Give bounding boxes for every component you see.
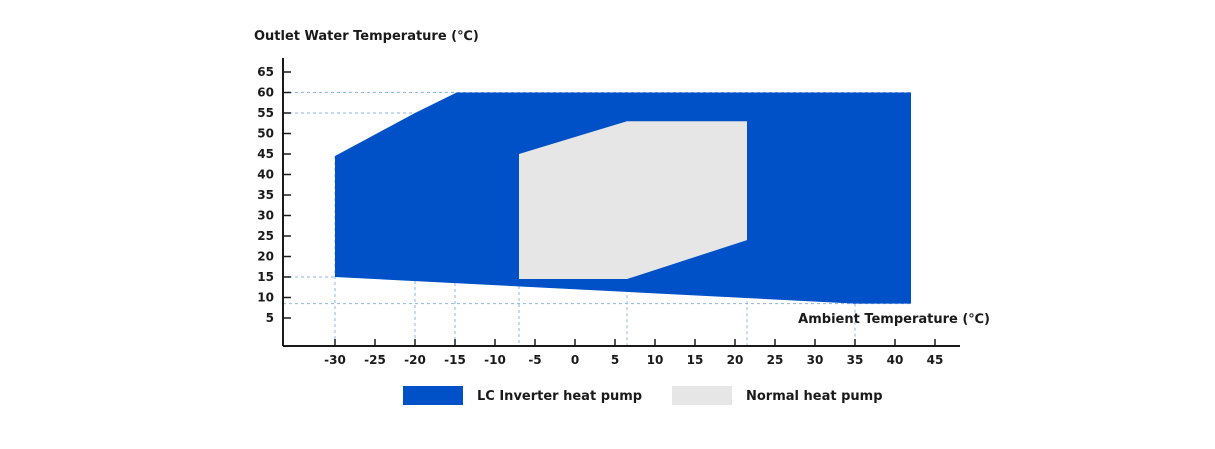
y-tick-label: 15 [257,270,274,284]
x-tick-label: 30 [807,353,824,367]
x-tick-label: 10 [647,353,664,367]
x-tick-label: -30 [324,353,346,367]
y-axis-title: Outlet Water Temperature (℃) [254,29,479,44]
x-tick-label: 25 [767,353,784,367]
y-tick-label: 5 [266,311,274,325]
x-tick-label: 40 [887,353,904,367]
legend: LC Inverter heat pump Normal heat pump [403,386,883,405]
x-tick-label: -5 [528,353,541,367]
x-tick-label: -25 [364,353,386,367]
legend-label: LC Inverter heat pump [477,389,642,404]
y-tick-label: 20 [257,250,274,264]
x-tick-label: 45 [927,353,944,367]
y-tick-label: 60 [257,86,274,100]
areas [335,92,911,304]
y-tick-label: 45 [257,147,274,161]
x-tick-label: 20 [727,353,744,367]
y-tick-label: 50 [257,127,274,141]
x-tick-label: 0 [571,353,579,367]
y-tick-label: 25 [257,229,274,243]
y-tick-label: 55 [257,106,274,120]
x-tick-label: -15 [444,353,466,367]
legend-swatch [403,386,463,405]
legend-swatch [672,386,732,405]
y-tick-label: 35 [257,188,274,202]
x-tick-label: 15 [687,353,704,367]
y-tick-label: 10 [257,291,274,305]
legend-label: Normal heat pump [746,389,883,404]
y-tick-label: 65 [257,65,274,79]
x-axis-title: Ambient Temperature (℃) [798,312,990,327]
area-normal-heat-pump [519,121,747,280]
y-tick-label: 30 [257,209,274,223]
x-tick-label: -20 [404,353,426,367]
x-tick-label: -10 [484,353,506,367]
x-tick-label: 35 [847,353,864,367]
y-tick-label: 40 [257,168,274,182]
x-tick-label: 5 [611,353,619,367]
